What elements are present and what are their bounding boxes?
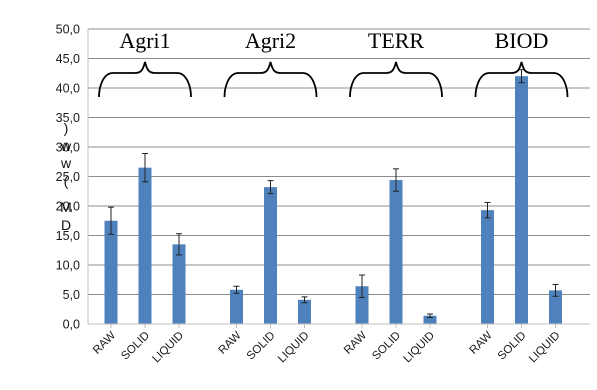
group-label: TERR <box>368 28 425 53</box>
y-tick-label: 45,0 <box>56 52 80 66</box>
x-category-label: LIQUID <box>151 330 187 366</box>
x-category-label: RAW <box>467 330 494 357</box>
x-axis <box>87 29 590 328</box>
y-axis-label: ) ww ( MD <box>60 120 72 233</box>
y-tick-label: 50,0 <box>56 23 80 37</box>
y-label-char: ) <box>64 120 69 136</box>
x-category-label: SOLID <box>245 330 278 363</box>
group-brace <box>98 61 192 98</box>
bar <box>172 244 186 324</box>
y-axis-tick-labels: 0,0 5,0 10,0 15,0 20,0 25,0 30,0 35,0 40,0 45,0 50… <box>56 23 80 332</box>
group-braces <box>98 61 569 98</box>
y-tick-label: 20,0 <box>56 200 80 214</box>
group-brace <box>474 61 569 98</box>
x-category-label: LIQUID <box>527 330 563 366</box>
x-category-label: RAW <box>342 330 369 357</box>
group-label: Agri2 <box>245 28 296 53</box>
y-label-char: M <box>60 199 72 215</box>
x-category-label: SOLID <box>370 330 403 363</box>
x-category-label: RAW <box>91 330 118 357</box>
bar <box>389 180 403 324</box>
bars <box>104 76 562 324</box>
y-tick-label: 30,0 <box>56 141 80 155</box>
bar <box>549 290 562 324</box>
bar <box>481 210 494 324</box>
y-tick-label: 5,0 <box>63 288 80 302</box>
error-bars <box>108 69 559 319</box>
group-label: Agri1 <box>119 28 170 53</box>
group-label: BIOD <box>495 28 549 53</box>
y-label-char: w <box>60 155 72 171</box>
x-category-label: SOLID <box>496 330 529 363</box>
x-category-label: RAW <box>216 330 243 357</box>
group-labels: Agri1 Agri2 TERR BIOD <box>119 28 548 53</box>
y-tick-label: 0,0 <box>63 318 80 332</box>
bar <box>423 315 437 324</box>
x-category-label: LIQUID <box>276 330 312 366</box>
gridlines <box>88 28 590 295</box>
y-tick-label: 35,0 <box>56 111 80 125</box>
y-label-char: ( <box>64 173 69 189</box>
y-label-char: w <box>60 138 72 154</box>
y-label-char: D <box>61 217 71 233</box>
bar <box>355 286 369 324</box>
bar <box>104 220 118 324</box>
y-tick-label: 15,0 <box>56 229 80 243</box>
group-brace <box>349 61 443 98</box>
bar <box>138 167 152 324</box>
x-category-label: SOLID <box>119 330 152 363</box>
bar <box>515 76 528 324</box>
group-brace <box>223 61 318 98</box>
y-tick-label: 10,0 <box>56 259 80 273</box>
bar <box>230 289 243 324</box>
x-category-label: LIQUID <box>402 330 438 366</box>
bar <box>298 299 311 324</box>
y-tick-label: 25,0 <box>56 170 80 184</box>
y-tick-label: 40,0 <box>56 82 80 96</box>
bar <box>264 187 277 324</box>
